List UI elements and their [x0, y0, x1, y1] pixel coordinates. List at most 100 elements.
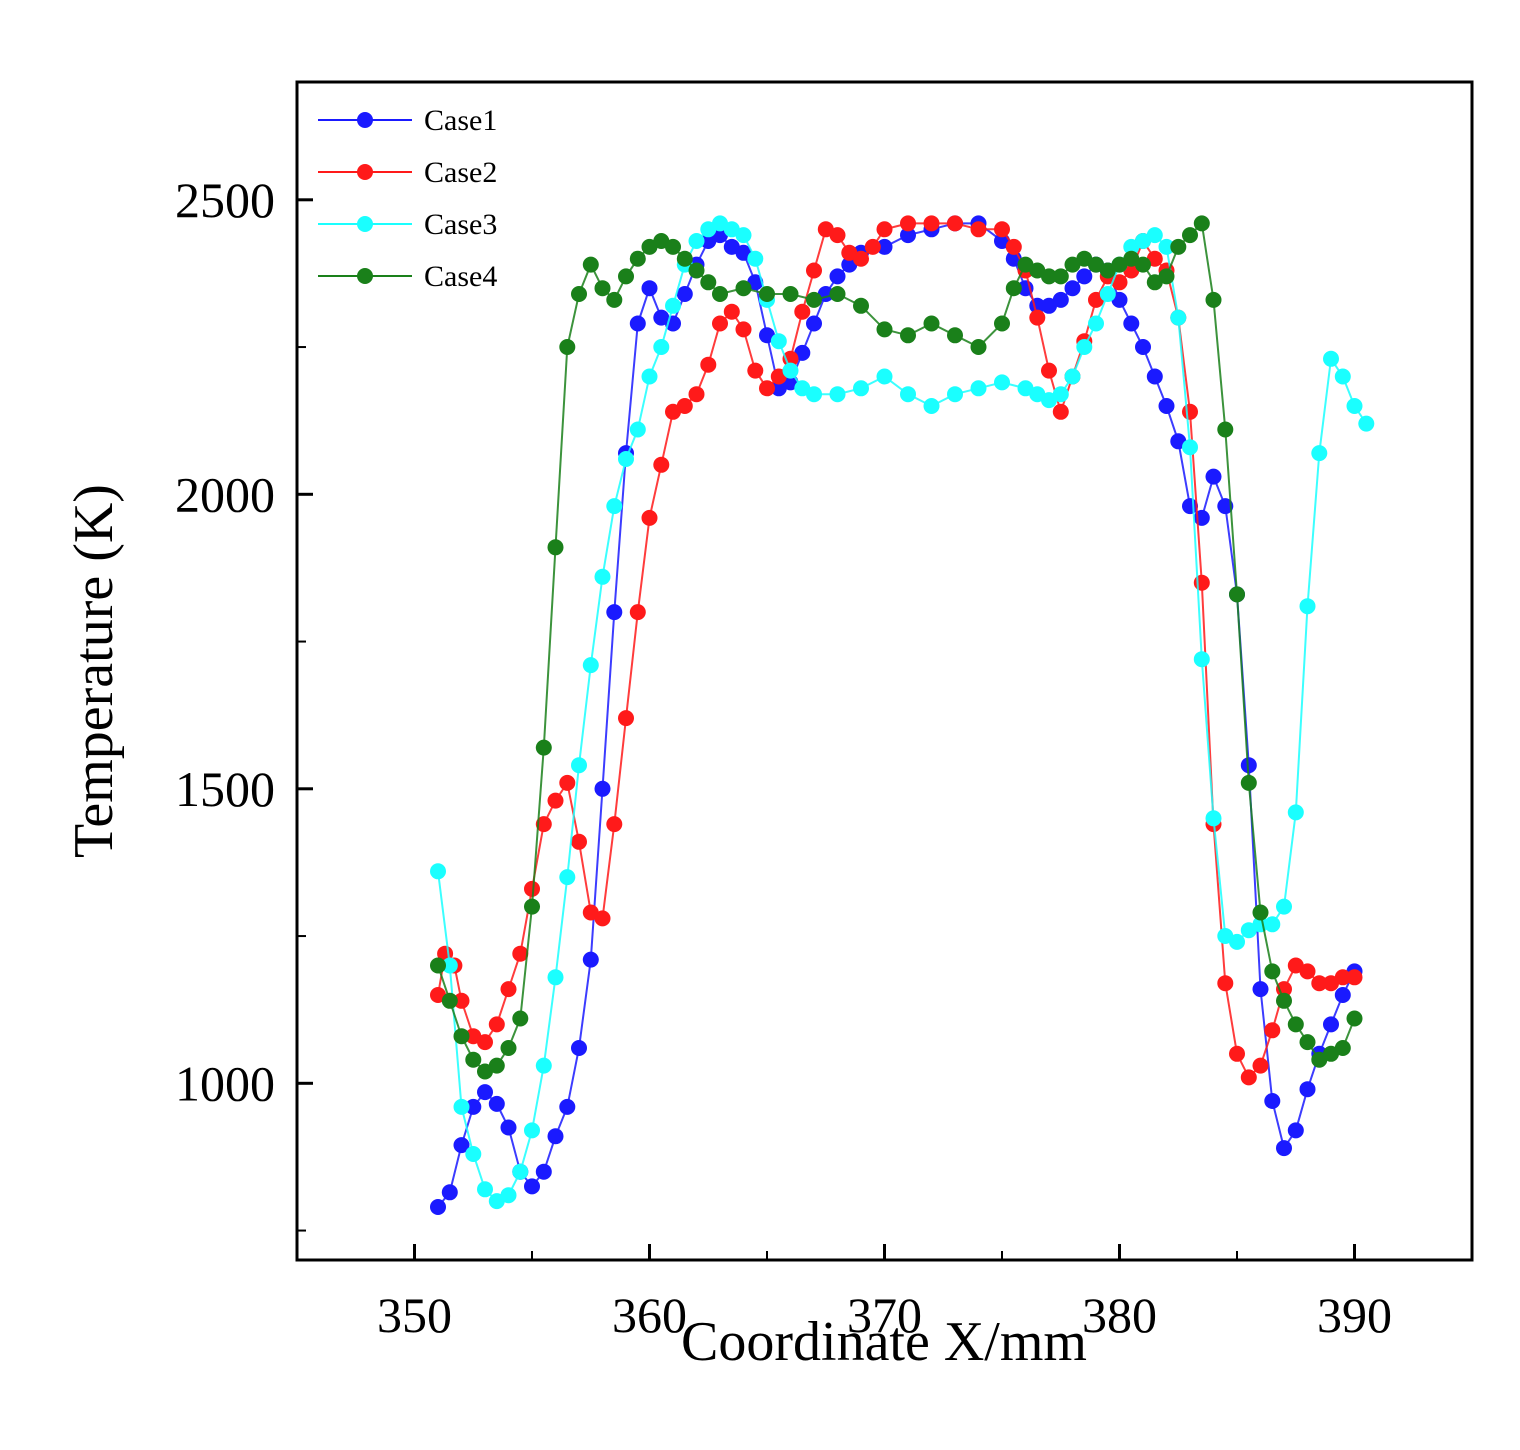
- legend-marker: [357, 112, 373, 128]
- data-point: [1193, 574, 1210, 591]
- data-point: [876, 368, 893, 385]
- data-point: [1099, 286, 1116, 302]
- data-point: [947, 327, 963, 344]
- data-point: [853, 380, 869, 397]
- y-tick-label: 1500: [175, 761, 275, 817]
- data-point: [806, 386, 822, 403]
- data-point: [500, 1040, 517, 1056]
- data-point: [665, 238, 681, 255]
- data-point: [618, 710, 634, 727]
- data-point: [829, 268, 846, 285]
- data-point: [1182, 403, 1198, 420]
- data-point: [994, 374, 1010, 391]
- data-point: [1252, 904, 1269, 921]
- data-point: [547, 539, 564, 556]
- data-point: [1005, 280, 1022, 297]
- data-point: [735, 280, 752, 297]
- data-point: [524, 898, 540, 915]
- data-point: [1111, 256, 1128, 273]
- data-point: [1111, 274, 1128, 291]
- legend-item-case2: Case2: [318, 156, 497, 189]
- data-point: [923, 315, 940, 332]
- data-point: [723, 303, 740, 320]
- data-point: [1029, 309, 1046, 326]
- data-point: [1076, 339, 1093, 355]
- data-point: [512, 1010, 529, 1027]
- data-point: [1088, 256, 1104, 273]
- data-point: [1323, 1016, 1339, 1033]
- data-point: [1334, 969, 1351, 986]
- legend-label: Case2: [424, 156, 497, 189]
- data-point: [770, 333, 787, 350]
- data-point: [441, 1184, 458, 1201]
- legend-marker: [357, 268, 373, 284]
- data-point: [970, 221, 987, 238]
- data-point: [547, 969, 564, 986]
- data-point: [1346, 969, 1363, 986]
- data-point: [747, 250, 764, 267]
- data-point: [1323, 1045, 1339, 1062]
- data-point: [1240, 774, 1257, 791]
- legend-label: Case3: [424, 208, 497, 241]
- series-case4: [430, 215, 1363, 1080]
- data-point: [1017, 380, 1034, 397]
- data-point: [1041, 392, 1057, 409]
- data-point: [559, 339, 576, 355]
- x-axis-title: Coordinate X/mm: [681, 1311, 1087, 1373]
- data-point: [1229, 1045, 1245, 1062]
- data-point: [759, 327, 775, 344]
- data-point: [1064, 256, 1081, 273]
- data-point: [947, 215, 963, 232]
- data-point: [794, 344, 811, 361]
- data-point: [512, 1163, 529, 1180]
- data-point: [618, 268, 634, 285]
- data-point: [1088, 291, 1104, 308]
- data-point: [1323, 975, 1339, 992]
- legend-item-case1: Case1: [318, 104, 497, 137]
- data-point: [1052, 403, 1069, 420]
- axis-layer: 350 360 370 380 390 1000 1500 2000 2500: [175, 172, 1392, 1343]
- data-point: [970, 380, 987, 397]
- data-point: [1076, 268, 1093, 285]
- data-point: [747, 362, 764, 379]
- legend-label: Case4: [424, 260, 497, 293]
- data-point: [923, 215, 940, 232]
- data-point: [1276, 1140, 1292, 1157]
- data-point: [759, 286, 775, 302]
- data-point: [441, 957, 458, 974]
- data-point: [665, 403, 681, 420]
- data-point: [1358, 415, 1375, 432]
- data-point: [477, 1063, 493, 1080]
- data-point: [676, 398, 693, 414]
- data-point: [571, 833, 587, 850]
- data-point: [782, 362, 799, 379]
- y-tick-label: 2000: [175, 466, 275, 522]
- data-point: [653, 456, 670, 473]
- data-point: [1217, 498, 1234, 515]
- data-point: [571, 757, 587, 774]
- data-point: [1170, 238, 1187, 255]
- data-point: [923, 398, 940, 414]
- data-point: [559, 869, 576, 886]
- plot-area: [297, 82, 1472, 1260]
- data-point: [864, 238, 881, 255]
- data-point: [829, 227, 846, 244]
- data-point: [606, 291, 623, 308]
- data-point: [430, 1199, 446, 1215]
- data-point: [1146, 250, 1163, 267]
- data-point: [441, 992, 458, 1009]
- data-point: [994, 221, 1010, 238]
- data-point: [876, 321, 893, 338]
- data-point: [676, 286, 693, 302]
- data-point: [806, 315, 822, 332]
- data-point: [712, 215, 728, 232]
- data-point: [900, 215, 916, 232]
- data-point: [582, 657, 599, 674]
- x-tick-label: 390: [1317, 1287, 1392, 1343]
- data-point: [806, 291, 822, 308]
- data-point: [1052, 386, 1069, 403]
- data-point: [594, 568, 611, 585]
- data-point: [1334, 1040, 1351, 1056]
- data-point: [524, 880, 540, 897]
- data-point: [430, 957, 446, 974]
